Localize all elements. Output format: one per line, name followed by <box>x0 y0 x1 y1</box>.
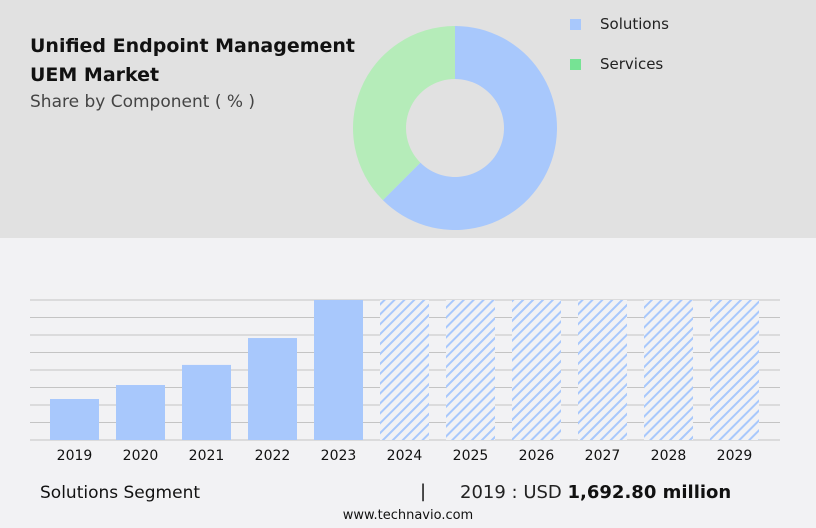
chart-subtitle: Share by Component ( % ) <box>30 92 256 112</box>
x-tick-label: 2022 <box>255 448 291 464</box>
value-text: 1,692.80 million <box>567 482 732 503</box>
forecast-bar-2029 <box>710 300 759 440</box>
bar-2022 <box>248 338 297 440</box>
year-label: 2019 : USD <box>460 482 562 503</box>
site-url: www.technavio.com <box>342 508 474 523</box>
segment-value: 2019 : USD 1,692.80 million <box>460 482 731 503</box>
forecast-bar-2025 <box>446 300 495 440</box>
bar-2019 <box>50 398 99 440</box>
forecast-bar-2024 <box>380 300 429 440</box>
bar-2020 <box>116 385 165 440</box>
footer-separator: | <box>420 481 427 502</box>
x-tick-label: 2027 <box>585 448 621 464</box>
legend-services: Services <box>570 55 663 73</box>
x-tick-label: 2028 <box>651 448 687 464</box>
bar-2021 <box>182 364 231 440</box>
x-tick-label: 2019 <box>57 448 93 464</box>
legend-label: Solutions <box>600 15 669 33</box>
title-line-2: UEM Market <box>30 64 160 86</box>
segment-label: Solutions Segment <box>40 483 201 503</box>
legend-swatch-services <box>570 59 581 70</box>
legend-label: Services <box>600 55 664 73</box>
x-tick-label: 2024 <box>387 448 423 464</box>
x-tick-label: 2029 <box>717 448 753 464</box>
donut-slice-services <box>353 26 455 201</box>
legend-swatch-solutions <box>570 19 581 30</box>
x-tick-label: 2023 <box>321 448 357 464</box>
x-tick-label: 2020 <box>123 448 159 464</box>
legend-solutions: Solutions <box>570 15 669 33</box>
forecast-bar-2027 <box>578 300 627 440</box>
forecast-bar-2026 <box>512 300 561 440</box>
x-tick-label: 2021 <box>189 448 225 464</box>
title-line-1: Unified Endpoint Management <box>30 35 356 57</box>
chart-title: Unified Endpoint Management UEM Market <box>30 32 355 90</box>
x-tick-label: 2026 <box>519 448 555 464</box>
bar-chart: 2019 2020 2021 2022 2023 2024 2025 2026 2027 2028… <box>30 299 780 464</box>
bar-2023 <box>314 300 363 440</box>
donut-chart <box>353 26 557 230</box>
forecast-bar-2028 <box>644 300 693 440</box>
donut-slice-solutions <box>382 26 557 230</box>
x-tick-label: 2025 <box>453 448 489 464</box>
